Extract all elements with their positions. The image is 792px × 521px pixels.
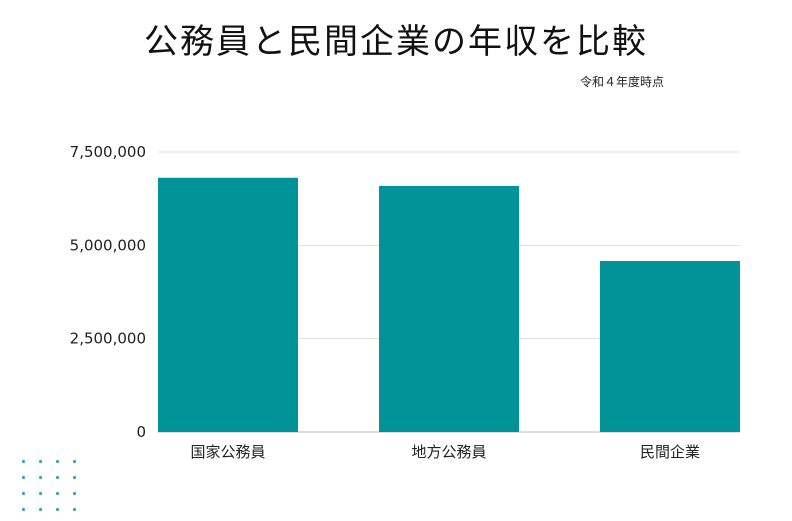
decorative-dot	[22, 460, 25, 463]
y-tick-label: 0	[136, 423, 146, 441]
bar	[158, 177, 298, 432]
decorative-dot	[73, 492, 76, 495]
y-axis-ticks: 0 2,500,000 5,000,000 7,500,000	[70, 143, 146, 441]
decorative-dot	[39, 492, 42, 495]
decorative-dot	[22, 508, 25, 511]
y-tick-label: 5,000,000	[70, 236, 146, 254]
x-tick-label: 地方公務員	[411, 443, 486, 461]
decorative-dot	[39, 460, 42, 463]
y-tick-label: 2,500,000	[70, 330, 146, 348]
decorative-dot	[39, 508, 42, 511]
decorative-dot	[73, 476, 76, 479]
y-tick-label: 7,500,000	[70, 143, 146, 161]
decorative-dot	[73, 460, 76, 463]
decorative-dot-grid	[22, 460, 82, 516]
decorative-dot	[39, 476, 42, 479]
decorative-dot	[22, 476, 25, 479]
decorative-dot	[56, 508, 59, 511]
bars	[158, 177, 740, 432]
x-axis-ticks: 国家公務員 地方公務員 民間企業	[190, 443, 700, 461]
decorative-dot	[56, 476, 59, 479]
chart-subtitle: 令和４年度時点	[580, 75, 665, 89]
x-tick-label: 民間企業	[640, 443, 700, 461]
decorative-dot	[22, 492, 25, 495]
decorative-dot	[56, 492, 59, 495]
chart-title: 公務員と民間企業の年収を比較	[144, 22, 648, 62]
bar	[379, 185, 519, 432]
decorative-dot	[73, 508, 76, 511]
bar	[600, 261, 740, 432]
decorative-dot	[56, 460, 59, 463]
x-tick-label: 国家公務員	[190, 443, 265, 461]
